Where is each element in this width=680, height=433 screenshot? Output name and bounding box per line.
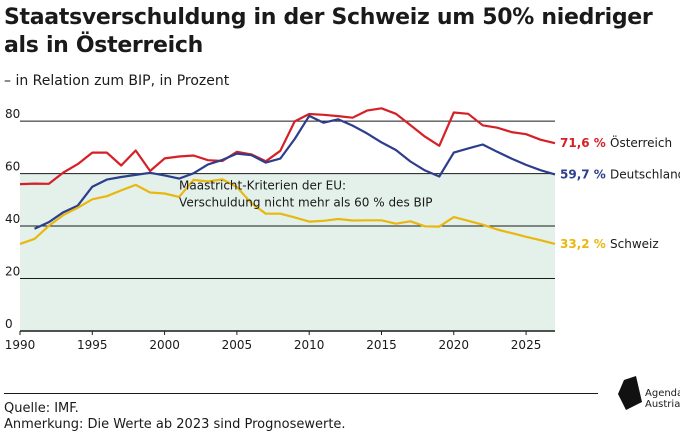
- source-text: Quelle: IMF.: [4, 401, 79, 416]
- x-axis-ticks: 1990 1995 2000 2005 2010 2015 2020 2025: [5, 331, 542, 352]
- series-label-schweiz: 33,2 % Schweiz: [560, 237, 659, 251]
- x-tick-label: 2010: [294, 338, 325, 352]
- y-tick-label: 60: [5, 160, 20, 174]
- grid-lines: [20, 120, 555, 332]
- logo-text-line-1: Agenda: [645, 388, 680, 399]
- x-tick-label: 2020: [439, 338, 470, 352]
- chart-title: Staatsverschuldung in der Schweiz um 50%…: [4, 5, 653, 58]
- series-end-labels: 71,6 % Österreich 59,7 % Deutschland 33,2 …: [560, 134, 680, 251]
- maastricht-region: [20, 173, 555, 331]
- note-text: Anmerkung: Die Werte ab 2023 sind Progno…: [4, 417, 346, 432]
- annotation-line-1: Maastricht-Kriterien der EU:: [179, 178, 346, 192]
- series-label-österreich: 71,6 % Österreich: [560, 134, 672, 150]
- annotation-line-2: Verschuldung nicht mehr als 60 % des BIP: [179, 195, 432, 209]
- series-label-deutschland: 59,7 % Deutschland: [560, 167, 680, 181]
- y-tick-label: 40: [5, 212, 20, 226]
- x-tick-label: 1995: [77, 338, 108, 352]
- y-tick-label: 0: [5, 317, 13, 331]
- line-chart: 0 20 40 60 80 1990 1995 2000 2005 2010 2015 2020 20…: [5, 107, 680, 352]
- x-tick-label: 2015: [366, 338, 397, 352]
- x-tick-label: 2025: [511, 338, 542, 352]
- y-axis-ticks: 0 20 40 60 80: [5, 107, 20, 331]
- series-line-österreich: [19, 107, 556, 186]
- x-tick-label: 1990: [5, 338, 36, 352]
- agenda-austria-logo-icon: [618, 376, 642, 410]
- logo-text-line-2: Austria: [645, 399, 680, 410]
- x-tick-label: 2000: [149, 338, 180, 352]
- series-line-schweiz: [19, 178, 556, 245]
- series-lines: [19, 107, 556, 245]
- footer-separator: [4, 393, 598, 394]
- y-tick-label: 80: [5, 107, 20, 121]
- y-tick-label: 20: [5, 265, 20, 279]
- chart-subtitle: – in Relation zum BIP, in Prozent: [4, 73, 230, 89]
- series-line-deutschland: [34, 114, 556, 230]
- x-tick-label: 2005: [222, 338, 253, 352]
